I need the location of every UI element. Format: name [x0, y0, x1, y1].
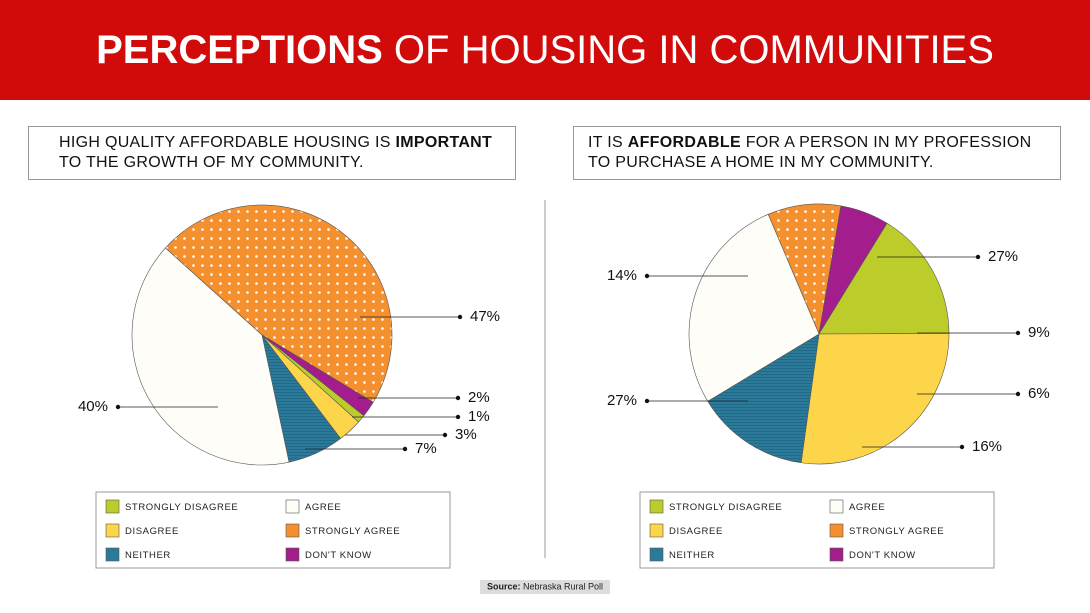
leader-dot [115, 404, 121, 410]
pie-slice [688, 213, 820, 402]
leader-dot [1015, 330, 1021, 336]
legend-swatch [649, 547, 664, 562]
legend-swatch [829, 547, 844, 562]
legend-swatch [105, 547, 120, 562]
value-label: 16% [972, 438, 1002, 455]
question: TO THE GROWTH OF MY COMMUNITY. [59, 154, 364, 171]
legend-label: STRONGLY AGREE [849, 526, 944, 537]
value-label: 47% [470, 308, 500, 325]
header-title: PERCEPTIONS OF HOUSING IN COMMUNITIES [96, 28, 994, 72]
pie-slice [131, 247, 290, 466]
question-box: IT IS AFFORDABLE FOR A PERSON IN MY PROF… [573, 126, 1061, 180]
legend-label: NEITHER [125, 550, 171, 561]
pie-slice [707, 333, 820, 464]
value-label: 14% [607, 267, 637, 284]
value-label: 3% [455, 426, 477, 443]
pie-slice [164, 204, 393, 403]
value-label: 2% [468, 389, 490, 406]
source-text: Nebraska Rural Poll [523, 582, 603, 592]
leader-dot [644, 273, 650, 279]
legend-label: STRONGLY AGREE [305, 526, 400, 537]
leader-dot [455, 414, 461, 420]
legend-label: DISAGREE [669, 526, 723, 537]
leader-dot [644, 398, 650, 404]
leader-dot [975, 254, 981, 260]
legend-label: AGREE [849, 502, 885, 513]
header-title-bold: PERCEPTIONS [96, 28, 383, 72]
legend-label: DISAGREE [125, 526, 179, 537]
legend-label: STRONGLY DISAGREE [125, 502, 238, 513]
legend-label: DON'T KNOW [849, 550, 916, 561]
value-label: 27% [607, 392, 637, 409]
leader-dot [455, 395, 461, 401]
legend-box [95, 491, 451, 569]
question: FOR A PERSON IN MY PROFESSION TO PURCHAS… [588, 134, 1032, 171]
question-bold: IMPORTANT [395, 134, 493, 151]
legend-swatch [105, 499, 120, 514]
pie-slice [800, 333, 950, 465]
value-label: 27% [988, 248, 1018, 265]
question: HIGH QUALITY AFFORDABLE HOUSING IS [59, 134, 396, 151]
legend-swatch [105, 523, 120, 538]
value-label: 6% [1028, 385, 1050, 402]
legend-swatch [285, 547, 300, 562]
question-bold: AFFORDABLE [627, 134, 741, 151]
value-label: 9% [1028, 324, 1050, 341]
leader-dot [402, 446, 408, 452]
source-box [480, 580, 610, 594]
value-label: 7% [415, 440, 437, 457]
pie-slice [818, 222, 950, 335]
leader-dot [959, 444, 965, 450]
source-label: Source: [487, 582, 521, 592]
legend-swatch [649, 499, 664, 514]
leader-dot [457, 314, 463, 320]
header-title-rest: OF HOUSING IN COMMUNITIES [383, 28, 994, 72]
legend-label: DON'T KNOW [305, 550, 372, 561]
question-box: HIGH QUALITY AFFORDABLE HOUSING IS IMPOR… [28, 126, 516, 180]
legend-box [639, 491, 995, 569]
legend-label: NEITHER [669, 550, 715, 561]
legend-swatch [649, 523, 664, 538]
legend-swatch [829, 523, 844, 538]
legend-swatch [285, 499, 300, 514]
legend-label: STRONGLY DISAGREE [669, 502, 782, 513]
header-band [0, 0, 1090, 100]
source: Source: Nebraska Rural Poll [487, 582, 603, 592]
leader-dot [1015, 391, 1021, 397]
legend-swatch [285, 523, 300, 538]
legend-swatch [829, 499, 844, 514]
legend-label: AGREE [305, 502, 341, 513]
question: IT IS [588, 134, 628, 151]
value-label: 1% [468, 408, 490, 425]
value-label: 40% [78, 398, 108, 415]
leader-dot [442, 432, 448, 438]
